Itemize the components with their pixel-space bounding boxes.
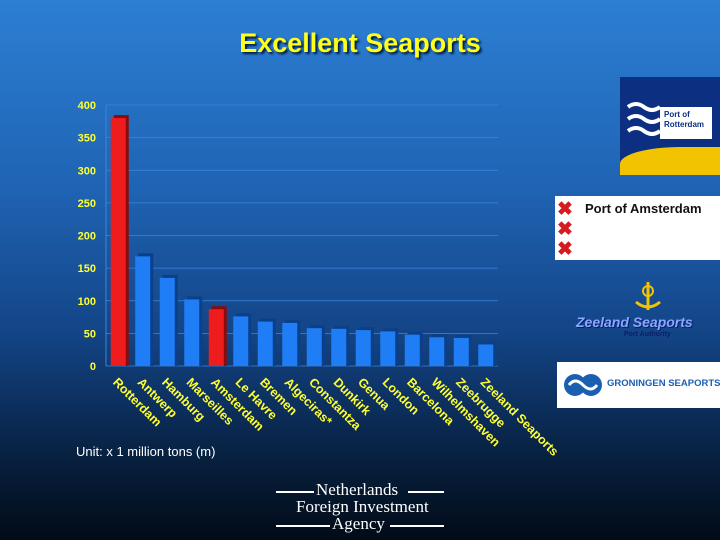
amsterdam-logo-text: Port of Amsterdam <box>585 201 702 216</box>
y-tick-label: 50 <box>84 328 96 340</box>
bar-hamburg <box>159 277 175 366</box>
y-tick-label: 200 <box>78 231 96 243</box>
y-tick-label: 0 <box>90 361 96 373</box>
y-tick-label: 150 <box>78 263 96 275</box>
bar-le-havre <box>233 316 249 366</box>
bar-london <box>380 331 396 366</box>
nfia-line3: Agency <box>332 514 385 533</box>
bar-algeciras- <box>282 322 298 366</box>
y-tick-label: 100 <box>78 296 96 308</box>
groningen-logo-text: GRONINGEN SEAPORTS <box>607 378 720 389</box>
bar-zeebrugge <box>453 337 469 366</box>
bar-genua <box>355 330 371 366</box>
bar-amsterdam <box>208 309 224 366</box>
y-tick-label: 250 <box>78 198 96 210</box>
rotterdam-logo-line1: Port of <box>664 110 690 119</box>
port-of-rotterdam-logo: Port of Rotterdam <box>620 77 720 175</box>
nfia-logo: Netherlands Foreign Investment Agency <box>276 480 446 536</box>
zeeland-anchor-icon <box>635 282 661 310</box>
groningen-seaports-logo: GRONINGEN SEAPORTS <box>557 362 720 408</box>
rotterdam-waves-icon <box>626 102 662 136</box>
y-axis-ticks: 0 50 100 150 200 250 300 350 400 <box>78 100 96 373</box>
bar-rotterdam <box>110 118 126 366</box>
zeeland-logo-subtext: Port Authority <box>624 331 671 338</box>
bar-wilhelmshaven <box>429 337 445 366</box>
rotterdam-logo-line2: Rotterdam <box>664 120 705 129</box>
y-tick-label: 400 <box>78 100 96 112</box>
bar-constantza <box>306 328 322 366</box>
port-of-amsterdam-logo: ✖ ✖ ✖ Port of Amsterdam <box>555 196 720 260</box>
zeeland-seaports-logo: Zeeland Seaports Port Authority <box>572 280 720 342</box>
bar-antwerp <box>135 256 151 366</box>
page-title: Excellent Seaports <box>239 28 481 58</box>
zeeland-logo-text: Zeeland Seaports <box>576 314 693 330</box>
bar-bremen <box>257 321 273 366</box>
chart-bars <box>110 115 497 366</box>
nfia-line2: Foreign Investment <box>296 497 429 516</box>
amsterdam-crosses-icon: ✖ ✖ ✖ <box>557 199 573 260</box>
bar-marseilles <box>184 299 200 366</box>
bar-dunkirk <box>331 328 347 366</box>
y-tick-label: 350 <box>78 133 96 145</box>
bar-barcelona <box>404 334 420 366</box>
y-tick-label: 300 <box>78 165 96 177</box>
bar-zeeland-seaports <box>478 344 494 366</box>
nfia-line1: Netherlands <box>316 480 399 499</box>
groningen-swirl-icon <box>564 374 602 396</box>
unit-note: Unit: x 1 million tons (m) <box>76 444 216 459</box>
